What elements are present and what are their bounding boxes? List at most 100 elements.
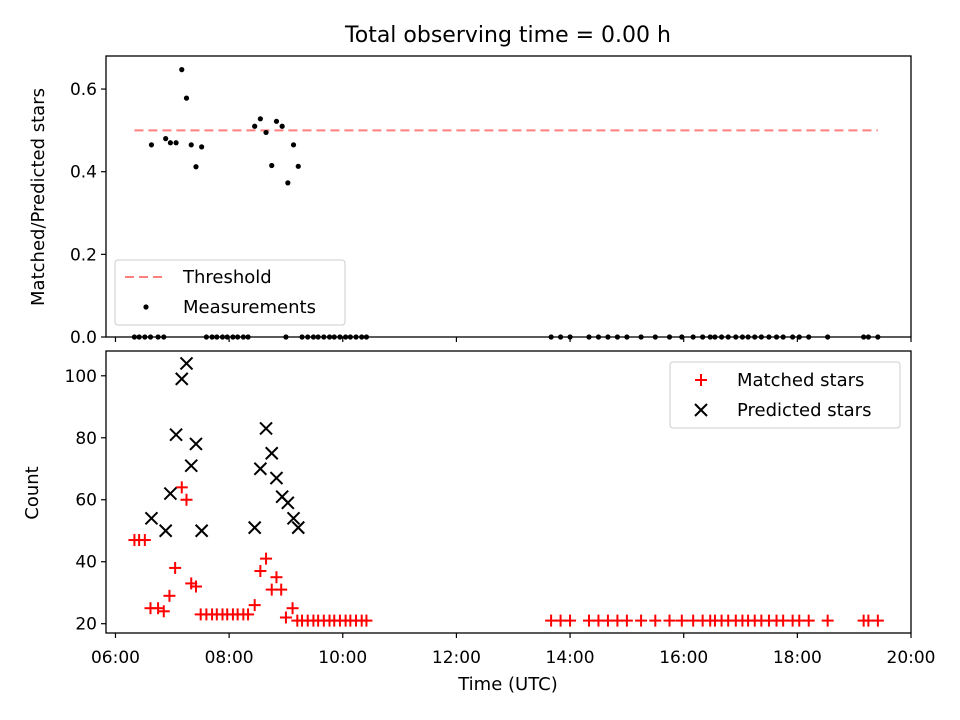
measurement-point [252,123,258,129]
chart-title: Total observing time = 0.00 h [344,23,671,48]
matched-point [675,614,688,627]
measurement-point [199,144,205,150]
predicted-point [247,520,262,535]
matched-point [663,614,676,627]
top-y-axis-label: Matched/Predicted stars [28,88,49,306]
matched-point [169,561,182,574]
measurements-legend-swatch [143,304,149,310]
matched-point [189,580,202,593]
matched-point [620,614,633,627]
predicted-point [184,458,198,473]
predicted-point [144,511,159,526]
matched-legend-swatch [695,374,707,386]
top-legend-box [114,259,346,326]
measurement-point [173,140,179,146]
matched-point [802,614,815,627]
bottom-marks [128,356,884,627]
predicted-legend-swatch [694,403,708,417]
predicted-point-b [144,511,159,526]
measurement-point [167,140,173,146]
bottom-y-tick-label: 100 [65,367,97,387]
x-tick-label: 08:00 [205,648,254,668]
x-tick-label: 18:00 [773,648,822,668]
measurement-point [179,67,185,73]
top-plot-frame [105,55,912,338]
top-y-tick-label: 0.2 [70,245,97,265]
predicted-point-b [184,458,198,473]
measurement-point [148,142,155,148]
predicted-point [265,446,279,460]
matched-point [163,589,176,602]
measurement-point [183,95,190,101]
bottom-plot-frame [105,350,912,634]
predicted-point [253,462,268,476]
predicted-point-b [253,462,268,476]
matched-legend-label: Matched stars [737,370,864,391]
predicted-point [163,486,178,501]
bottom-legend: Matched stars Predicted stars [669,361,901,429]
predicted-point-b [163,486,178,501]
predicted-point-b [189,437,203,451]
predicted-point [175,372,189,386]
matched-point [275,583,288,596]
predicted-point-b [169,427,183,442]
x-tick-label: 14:00 [546,648,595,668]
matched-point [564,614,577,627]
x-tick-label: 10:00 [318,648,367,668]
matched-point [821,614,834,627]
top-y-tick-label: 0.4 [70,163,97,183]
measurement-point [269,162,275,169]
predicted-point-b [247,520,262,535]
predicted-point [281,496,295,510]
matched-point [152,602,165,615]
matched-point [649,614,662,627]
top-y-tick-label: 0.6 [70,80,97,100]
measurement-point [193,164,199,170]
matched-point [635,614,648,627]
matched-point [260,552,273,565]
predicted-point-b [259,421,273,436]
predicted-point-b [158,524,173,538]
measurement-point [295,163,301,169]
predicted-point [158,524,173,538]
predicted-point [269,471,284,485]
measurement-point [285,180,291,186]
predicted-point [291,520,305,535]
x-tick-label: 20:00 [887,648,936,668]
predicted-point-b [179,356,194,371]
predicted-point-b [286,511,301,526]
measurement-point [257,116,263,122]
measurements-legend-label: Measurements [183,297,316,318]
predicted-legend-label: Predicted stars [737,400,871,421]
measurement-point [273,118,280,124]
predicted-point [259,421,273,436]
predicted-point-b [269,471,284,485]
predicted-point [179,356,194,371]
matched-point [279,611,292,624]
x-axis-label: Time (UTC) [457,674,558,695]
predicted-point [189,437,203,451]
bottom-panel: 20 40 60 80 100 06:00 08:00 10:00 12:00 14:00 16:0… [22,350,936,695]
bottom-y-tick-label: 40 [75,553,97,573]
bottom-y-tick-label: 80 [75,429,97,449]
matched-point [242,608,255,621]
measurement-point [263,129,269,136]
measurement-point [188,142,194,148]
threshold-legend-label: Threshold [182,267,272,288]
x-tick-label: 16:00 [659,648,708,668]
matched-point [270,571,283,584]
matched-point [180,493,193,506]
measurement-point [163,136,169,142]
predicted-point-b [175,372,189,386]
matched-point [254,565,267,578]
matched-point [248,599,261,612]
predicted-point-b [194,524,209,538]
matched-point [360,614,373,627]
predicted-point [169,427,183,442]
measurement-point [290,142,297,148]
bottom-y-axis-label: Count [22,466,43,519]
matched-point [138,534,151,547]
predicted-point-b [291,520,305,535]
x-tick-label: 06:00 [91,648,140,668]
